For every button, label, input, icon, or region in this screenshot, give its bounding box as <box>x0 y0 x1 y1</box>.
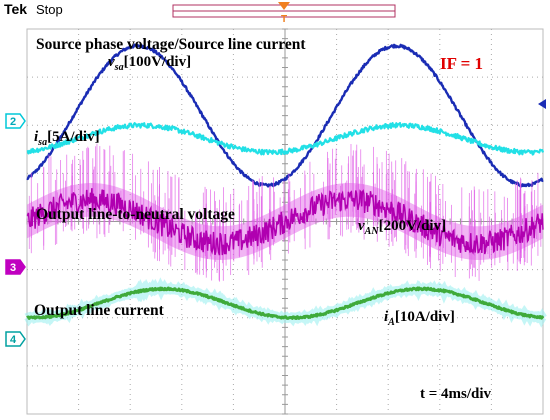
run-status: Stop <box>36 2 63 17</box>
timebase-label: t = 4ms/div <box>420 386 492 402</box>
van-trace <box>26 188 544 256</box>
vsa-trace <box>26 43 544 188</box>
scope-header: Tek Stop T <box>4 1 396 25</box>
channel-2-marker-icon <box>5 113 26 129</box>
vsa-label: vsa[100V/div] <box>108 54 191 73</box>
isa-trace <box>26 121 545 156</box>
output-current-label: Output line current <box>34 302 165 319</box>
channel-4-label: 4 <box>10 334 17 346</box>
output-voltage-label: Output line-to-neutral voltage <box>36 206 235 223</box>
waveform-traces <box>24 43 547 328</box>
channel-2-label: 2 <box>10 116 16 128</box>
channel-4-marker-icon <box>5 331 26 347</box>
brand-label: Tek <box>4 1 27 17</box>
trigger-position-icon <box>278 2 290 10</box>
ia-trace <box>26 286 545 320</box>
chart-title: Source phase voltage/Source line current <box>36 36 306 53</box>
van-label: vAN[200V/div] <box>358 218 446 237</box>
if-annotation: IF = 1 <box>440 54 483 73</box>
trigger-level-icon <box>538 99 546 109</box>
trigger-marker: T <box>281 14 287 25</box>
channel-marker-3: 3 <box>5 259 26 275</box>
ia-label: iA[10A/div] <box>384 309 455 328</box>
channel-3-label: 3 <box>10 262 16 274</box>
channel-3-marker-icon <box>5 259 26 275</box>
channel-marker-2: 2 <box>5 113 26 129</box>
channel-marker-4: 4 <box>5 331 26 347</box>
isa-label: isa[5A/div] <box>34 129 100 148</box>
